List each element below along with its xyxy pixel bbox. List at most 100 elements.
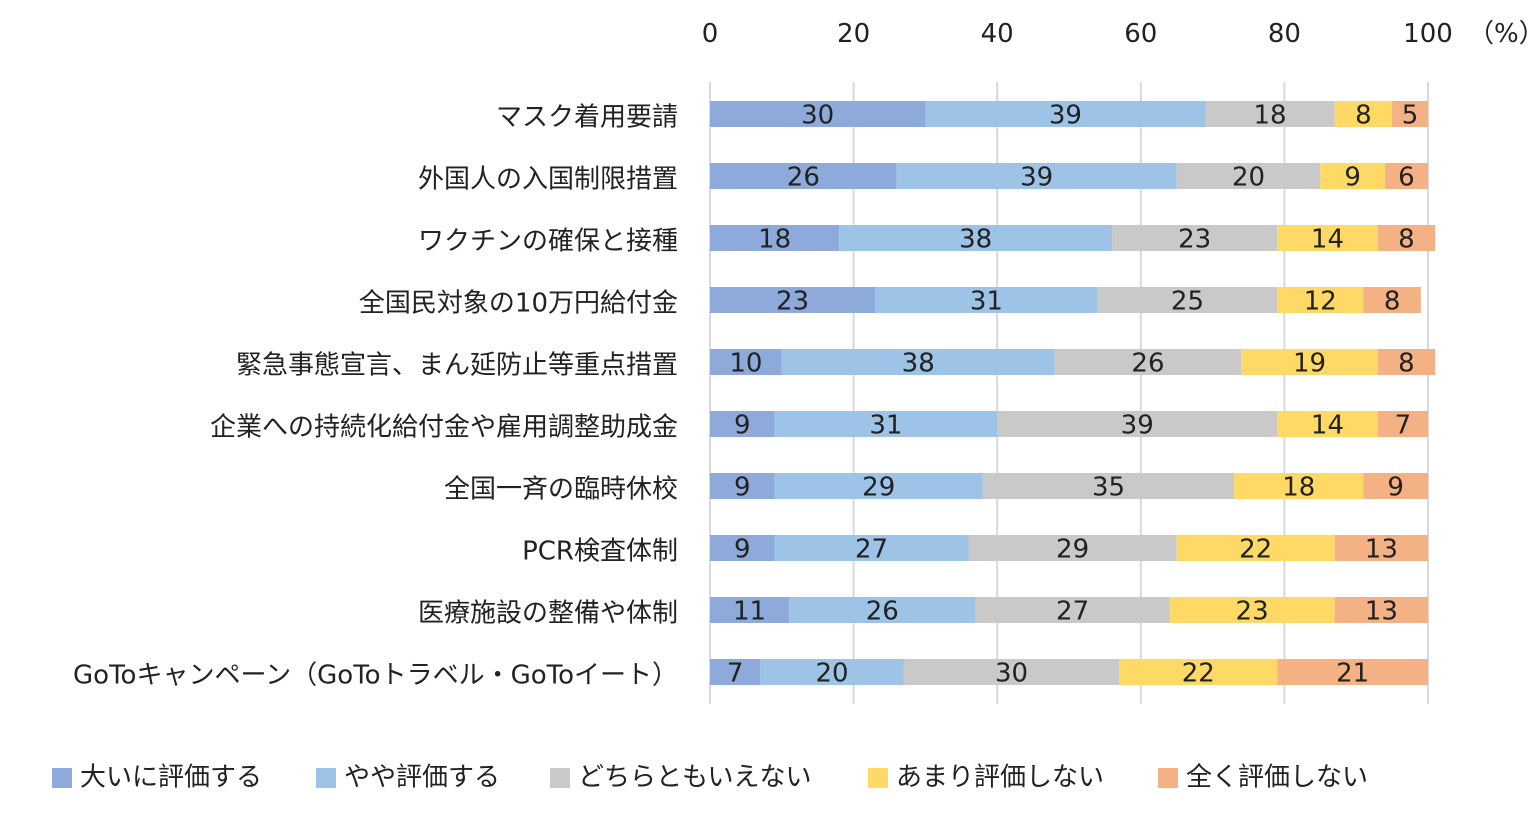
category-label: PCR検査体制 (522, 537, 678, 567)
data-label: 25 (1171, 287, 1204, 317)
data-label: 38 (902, 349, 935, 379)
data-label: 9 (1344, 163, 1361, 193)
bar-segment (710, 349, 782, 375)
data-label: 9 (734, 535, 751, 565)
x-tick-label: 60 (1124, 19, 1157, 49)
bar-segment (710, 101, 926, 127)
bar-segment (1392, 101, 1428, 127)
data-label: 39 (1020, 163, 1053, 193)
data-label: 8 (1384, 287, 1401, 317)
data-label: 29 (1056, 535, 1089, 565)
bar-segment (997, 411, 1278, 437)
data-label: 10 (729, 349, 762, 379)
legend-swatch (316, 768, 336, 788)
x-tick-label: 0 (702, 19, 719, 49)
data-label: 18 (1253, 101, 1286, 131)
data-label: 35 (1092, 473, 1125, 503)
data-label: 30 (995, 659, 1028, 689)
category-label: 全国一斉の臨時休校 (444, 475, 678, 505)
bar-segment (710, 411, 775, 437)
data-label: 11 (733, 597, 766, 627)
x-tick-label: 40 (981, 19, 1014, 49)
legend-swatch (550, 768, 570, 788)
data-label: 14 (1311, 411, 1344, 441)
data-label: 14 (1311, 225, 1344, 255)
bar-segment (1176, 535, 1335, 561)
bar-segment (968, 535, 1177, 561)
bars: 30 39 18 8 526 39 20 9 618 38 23 14 823 31 25 12 810 38 26… (710, 101, 1436, 689)
unit-label: （%） (1468, 19, 1535, 49)
legend-label: あまり評価しない (896, 763, 1104, 793)
data-label: 19 (1293, 349, 1326, 379)
data-label: 18 (1282, 473, 1315, 503)
category-label: 医療施設の整備や体制 (418, 599, 678, 629)
data-label: 38 (959, 225, 992, 255)
bar-segment (982, 473, 1235, 499)
bar-segment (710, 659, 761, 685)
bar-segment (710, 225, 840, 251)
data-label: 23 (1178, 225, 1211, 255)
bar-segment (774, 411, 998, 437)
data-label: 9 (734, 473, 751, 503)
bar-segment (1320, 163, 1385, 189)
bar-segment (1241, 349, 1378, 375)
data-label: 27 (855, 535, 888, 565)
data-label: 9 (734, 411, 751, 441)
category-label: マスク着用要請 (496, 103, 678, 133)
bar-segment (1277, 659, 1428, 685)
data-label: 26 (787, 163, 820, 193)
data-label: 13 (1365, 535, 1398, 565)
legend-swatch (52, 768, 72, 788)
x-tick-label: 20 (837, 19, 870, 49)
bar-segment (1277, 287, 1364, 313)
bar-segment (1363, 287, 1421, 313)
x-tick-label: 100 (1403, 19, 1453, 49)
data-label: 12 (1304, 287, 1337, 317)
data-label: 30 (801, 101, 834, 131)
bar-segment (1334, 597, 1428, 623)
bar-segment (1277, 225, 1378, 251)
bar-segment (788, 597, 976, 623)
bar-segment (1234, 473, 1364, 499)
x-tick-label: 80 (1268, 19, 1301, 49)
bar-segment (1176, 163, 1321, 189)
bar-segment (710, 287, 876, 313)
bar-segment (1384, 163, 1428, 189)
legend-label: やや評価する (344, 763, 500, 793)
bar-segment (875, 287, 1098, 313)
bar-segment (1277, 411, 1378, 437)
bar-segment (925, 101, 1206, 127)
bar-segment (1112, 225, 1278, 251)
data-label: 21 (1336, 659, 1369, 689)
data-label: 6 (1398, 163, 1415, 193)
bar-segment (839, 225, 1113, 251)
data-label: 7 (727, 659, 744, 689)
data-label: 13 (1365, 597, 1398, 627)
bar-segment (1334, 101, 1393, 127)
data-label: 22 (1182, 659, 1215, 689)
data-label: 8 (1398, 225, 1415, 255)
bar-segment (760, 659, 904, 685)
bar-segment (710, 163, 897, 189)
data-label: 23 (776, 287, 809, 317)
bar-segment (1377, 411, 1428, 437)
category-label: 外国人の入国制限措置 (418, 165, 678, 195)
bar-segment (896, 163, 1177, 189)
bar-segment (774, 535, 969, 561)
bar-segment (1169, 597, 1335, 623)
data-label: 20 (1232, 163, 1265, 193)
bar-segment (1119, 659, 1278, 685)
category-labels: マスク着用要請外国人の入国制限措置ワクチンの確保と接種全国民対象の10万円給付金… (73, 103, 678, 691)
bar-segment (781, 349, 1055, 375)
data-label: 39 (1049, 101, 1082, 131)
data-label: 26 (866, 597, 899, 627)
data-label: 20 (816, 659, 849, 689)
bar-segment (1334, 535, 1428, 561)
x-axis-ticks: 0 20 40 60 80 100 (702, 19, 1453, 49)
data-label: 5 (1402, 101, 1419, 131)
bar-segment (1054, 349, 1242, 375)
bar-segment (1363, 473, 1428, 499)
data-label: 8 (1398, 349, 1415, 379)
bar-segment (1205, 101, 1335, 127)
